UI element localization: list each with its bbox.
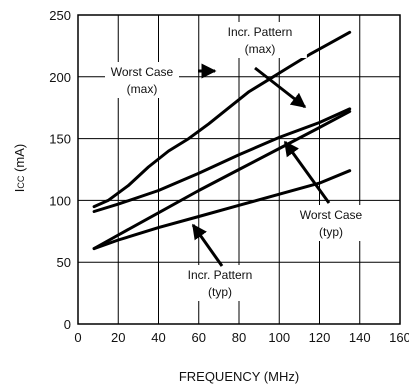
x-tick-label: 100: [268, 330, 290, 345]
y-axis-label: ICC (mA): [12, 144, 27, 192]
annotation-line2: (max): [127, 82, 158, 96]
y-tick-label: 200: [49, 70, 71, 85]
annotation-bg: [213, 22, 307, 58]
annotation-line2: (typ): [319, 225, 343, 239]
series-line-2: [92, 109, 352, 251]
annotation-arrow: [254, 66, 307, 109]
annotation-line2: (max): [245, 42, 276, 56]
tick-labels: 0 20 40 60 80 100 120 140 160 0 50 100 150 200 250: [49, 8, 409, 345]
x-tick-label: 160: [389, 330, 409, 345]
plot-frame: [77, 14, 401, 325]
annotation-bg: [294, 205, 368, 241]
x-tick-label: 40: [151, 330, 165, 345]
y-tick-label: 100: [49, 193, 71, 208]
y-tick-label: 0: [64, 317, 71, 332]
y-tick-label: 150: [49, 132, 71, 147]
x-tick-label: 0: [74, 330, 81, 345]
y-tick-label: 50: [57, 255, 71, 270]
annotation-line2: (typ): [208, 285, 232, 299]
annotation-line1: Incr. Pattern: [228, 25, 293, 39]
y-tick-label: 250: [49, 8, 71, 23]
annotations: Incr. Pattern (max) Worst Case (max) Worst C…: [105, 22, 368, 301]
x-tick-label: 80: [232, 330, 246, 345]
series-line-3: [92, 169, 352, 251]
annotation-bg: [105, 62, 179, 98]
x-tick-label: 60: [192, 330, 206, 345]
x-tick-label: 140: [349, 330, 371, 345]
x-axis-label: FREQUENCY (MHz): [179, 369, 299, 384]
x-tick-label: 20: [111, 330, 125, 345]
x-tick-label: 120: [309, 330, 331, 345]
annotation-line1: Worst Case: [111, 65, 174, 79]
series-line-1: [92, 107, 352, 213]
annotation-arrow: [283, 140, 331, 204]
annotation-line1: Worst Case: [300, 208, 363, 222]
annotation-line1: Incr. Pattern: [188, 268, 253, 282]
annotation-bg: [173, 265, 267, 301]
annotation-arrow: [191, 223, 224, 267]
